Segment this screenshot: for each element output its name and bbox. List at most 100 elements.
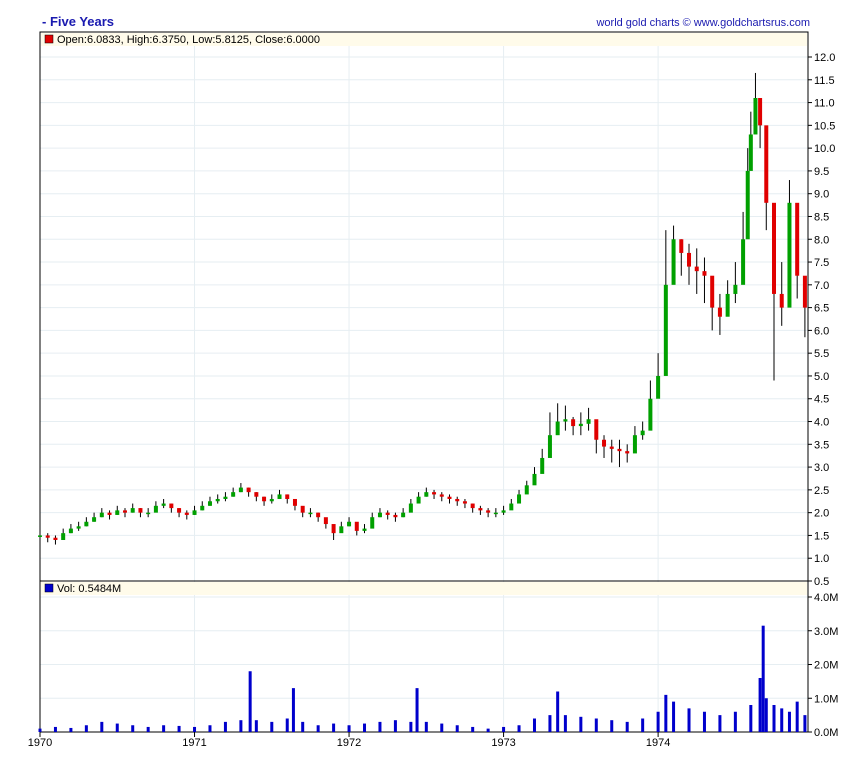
price-candle — [254, 492, 259, 497]
price-candle — [115, 510, 120, 515]
price-tick-label: 1.5 — [814, 530, 829, 542]
volume-bar — [594, 718, 598, 732]
price-candle — [501, 510, 506, 513]
volume-bar — [239, 720, 243, 732]
volume-bar — [84, 725, 88, 732]
price-candle — [107, 512, 112, 515]
volume-bar — [486, 728, 490, 732]
price-candle — [269, 498, 274, 502]
volume-bar — [146, 726, 150, 732]
price-candle — [138, 508, 143, 513]
volume-bar — [772, 705, 776, 732]
volume-bar — [749, 705, 753, 732]
volume-bar — [532, 718, 536, 732]
volume-bar — [347, 725, 351, 732]
price-candle — [184, 512, 189, 515]
volume-bar — [248, 671, 252, 732]
price-tick-label: 1.0 — [814, 553, 829, 565]
volume-bar — [664, 694, 668, 732]
price-candle — [377, 512, 382, 518]
price-candle — [702, 271, 707, 276]
price-candle — [122, 510, 127, 513]
price-candle — [753, 98, 758, 135]
price-tick-label: 6.0 — [814, 325, 829, 337]
price-candle — [462, 501, 467, 504]
price-candle — [741, 239, 746, 285]
price-tick-label: 10.0 — [814, 143, 835, 155]
price-candle — [53, 537, 58, 540]
price-candle — [524, 485, 529, 495]
price-candle — [292, 498, 297, 506]
price-candle — [161, 503, 166, 506]
volume-bar — [363, 723, 367, 732]
price-candle — [68, 528, 73, 534]
price-candle — [540, 457, 545, 474]
volume-bar — [517, 725, 521, 732]
price-candle — [215, 498, 220, 502]
volume-bar — [409, 721, 413, 732]
volume-bar — [579, 716, 583, 732]
price-candle — [169, 503, 174, 509]
price-candle — [802, 275, 807, 308]
volume-bar — [502, 726, 506, 732]
price-legend-swatch — [44, 34, 54, 44]
volume-legend-band — [41, 582, 807, 595]
price-candle — [617, 448, 622, 452]
volume-bar — [223, 721, 227, 732]
volume-tick-label: 1.0M — [814, 693, 838, 705]
volume-bar — [780, 708, 784, 732]
price-candle — [663, 284, 668, 376]
price-tick-label: 7.5 — [814, 257, 829, 269]
price-candle — [246, 487, 251, 493]
volume-bar — [656, 711, 660, 732]
volume-bar — [131, 725, 135, 732]
volume-bar — [424, 721, 428, 732]
volume-bars — [38, 625, 807, 732]
price-candle — [745, 170, 750, 240]
price-candle — [517, 494, 522, 504]
volume-axis-ticks: 0.0M 1.0M 2.0M 3.0M 4.0M — [808, 592, 838, 739]
price-candle — [177, 508, 182, 513]
volume-bar — [718, 715, 722, 732]
price-candle — [432, 492, 437, 495]
price-candle — [455, 498, 460, 502]
price-candle — [725, 293, 730, 317]
volume-bar — [53, 726, 57, 732]
price-candle — [478, 508, 483, 511]
price-candle — [671, 239, 676, 285]
volume-bar — [193, 726, 197, 732]
volume-bar — [115, 723, 119, 732]
volume-bar — [761, 625, 765, 732]
volume-bar — [254, 720, 258, 732]
price-candle — [447, 496, 452, 499]
volume-bar — [378, 721, 382, 732]
volume-legend-label: Vol: 0.5484M — [57, 583, 121, 595]
price-tick-label: 9.5 — [814, 166, 829, 178]
price-candle — [687, 252, 692, 267]
price-candle — [787, 202, 792, 308]
price-candle — [563, 419, 568, 422]
volume-bar — [38, 728, 42, 732]
price-candle — [609, 446, 614, 449]
price-tick-label: 8.5 — [814, 211, 829, 223]
volume-bar — [795, 701, 799, 732]
price-candle — [632, 435, 637, 454]
price-candle — [571, 419, 576, 427]
price-grid — [39, 33, 808, 732]
price-candle — [300, 505, 305, 513]
price-candle — [640, 430, 645, 436]
price-candle — [408, 503, 413, 513]
price-candle — [764, 125, 769, 203]
price-candle — [758, 98, 763, 126]
volume-bar — [285, 718, 289, 732]
volume-bar — [301, 721, 305, 732]
price-candle — [795, 202, 800, 276]
price-candle — [679, 239, 684, 253]
price-tick-label: 3.0 — [814, 462, 829, 474]
price-candle — [92, 517, 97, 522]
price-candle — [38, 535, 42, 537]
volume-bar — [610, 720, 614, 732]
volume-bar — [208, 725, 212, 732]
price-candle — [285, 494, 290, 499]
price-tick-label: 3.5 — [814, 439, 829, 451]
